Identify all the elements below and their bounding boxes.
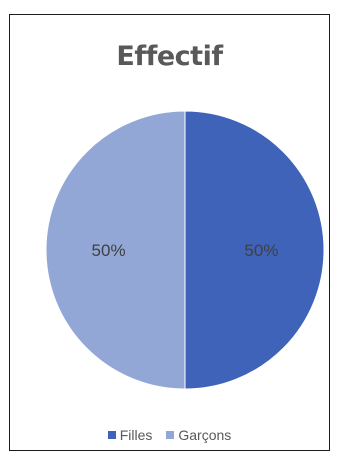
pie-slice-filles (184, 110, 325, 390)
chart-area: Effectif 50% 50% Filles Garçons (9, 14, 330, 451)
legend-label-filles: Filles (119, 427, 153, 443)
chart-title: Effectif (116, 41, 223, 72)
pie-slices (45, 110, 325, 390)
pie-slice-garcons (45, 110, 186, 390)
chart-legend: Filles Garçons (10, 427, 329, 443)
data-label-filles: 50% (244, 241, 278, 260)
pie-chart: 50% 50% (45, 110, 325, 390)
legend-item-garcons: Garçons (166, 427, 231, 443)
legend-swatch-garcons (166, 431, 175, 439)
legend-label-garcons: Garçons (178, 427, 232, 443)
legend-swatch-filles (107, 431, 116, 439)
legend-item-filles: Filles (107, 427, 153, 443)
pie-data-labels: 50% 50% (92, 241, 279, 260)
data-label-garcons: 50% (92, 241, 126, 260)
